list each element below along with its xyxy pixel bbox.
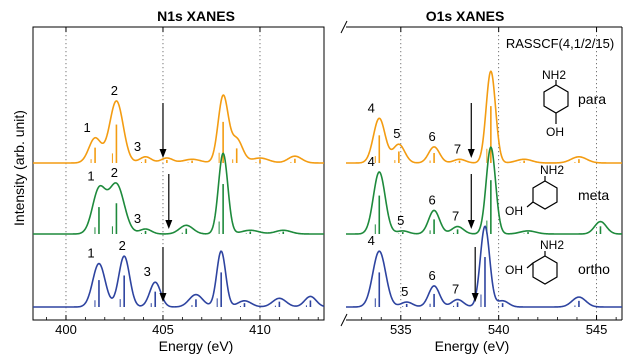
para-label: para [578, 91, 606, 107]
left-arrowhead-meta [165, 220, 173, 229]
method-annotation: RASSCF(4,1/2/15) [506, 36, 614, 51]
left-x-tick-label: 410 [249, 322, 271, 337]
peak-label-6: 6 [428, 268, 435, 283]
left-curve-ortho [33, 250, 325, 308]
peak-label-2: 2 [111, 165, 118, 180]
peak-label-1: 1 [87, 169, 94, 184]
left-series-meta: 1 2 3 [33, 152, 324, 235]
peak-label-2: 2 [119, 238, 126, 253]
right-panel-title: O1s XANES [426, 8, 505, 24]
peak-label-5: 5 [401, 284, 408, 299]
ortho-oh-substituent: OH [505, 263, 523, 277]
peak-label-1: 1 [83, 120, 90, 135]
para-oh-substituent: OH [546, 125, 564, 139]
right-curve-para [346, 70, 622, 164]
left-series-para: 1 2 3 [33, 83, 324, 164]
meta-oh-substituent: OH [505, 204, 523, 218]
left-x-tick-label: 405 [152, 322, 174, 337]
peak-label-3: 3 [144, 264, 151, 279]
ortho-nh2-substituent: NH2 [540, 238, 564, 252]
peak-label-7: 7 [452, 282, 459, 297]
right-curve-meta [346, 146, 623, 235]
right-panel-frame [346, 26, 623, 321]
left-panel-title: N1s XANES [157, 8, 235, 24]
left-arrowhead-para [159, 149, 167, 158]
peak-label-4: 4 [368, 233, 375, 248]
meta-label: meta [578, 187, 609, 203]
left-x-tick-label: 400 [55, 322, 77, 337]
meta-nh2-substituent: NH2 [540, 163, 564, 177]
left-arrowhead-ortho [159, 293, 167, 302]
right-arrowhead-para [467, 149, 475, 158]
molecule-ortho: NH2 OH ortho [505, 238, 610, 285]
right-x-tick-label: 540 [488, 322, 510, 337]
peak-label-7: 7 [454, 141, 461, 156]
left-curve-para [33, 94, 324, 164]
right-arrowhead-meta [467, 220, 475, 229]
peak-label-6: 6 [428, 129, 435, 144]
peak-label-3: 3 [134, 139, 141, 154]
peak-label-2: 2 [111, 83, 118, 98]
peak-label-3: 3 [134, 211, 141, 226]
left-panel-frame [32, 26, 325, 321]
peak-label-7: 7 [452, 209, 459, 224]
y-axis-label: Intensity (arb. unit) [11, 110, 27, 226]
molecule-meta: NH2 OH meta [505, 163, 609, 218]
molecule-para: NH2 OH para [542, 68, 606, 139]
peak-label-4: 4 [368, 100, 375, 115]
para-nh2-substituent: NH2 [542, 68, 566, 82]
right-series-ortho: 4 5 6 7 [346, 225, 622, 308]
axis-break-marks [340, 20, 348, 327]
right-x-axis-label: Energy (eV) [435, 338, 510, 354]
peak-label-1: 1 [87, 246, 94, 261]
peak-label-5: 5 [393, 126, 400, 141]
right-series-para: 4 5 6 7 [346, 70, 622, 164]
ortho-label: ortho [578, 261, 610, 277]
peak-label-5: 5 [397, 213, 404, 228]
right-x-tick-label: 535 [390, 322, 412, 337]
peak-label-6: 6 [428, 192, 435, 207]
left-curve-meta [33, 152, 324, 235]
left-x-axis-label: Energy (eV) [159, 338, 234, 354]
right-curve-ortho [346, 225, 622, 308]
right-arrowhead-ortho [471, 293, 479, 302]
right-x-tick-label: 545 [586, 322, 608, 337]
peak-label-4: 4 [368, 154, 375, 169]
left-series-ortho: 1 2 3 [33, 238, 325, 308]
